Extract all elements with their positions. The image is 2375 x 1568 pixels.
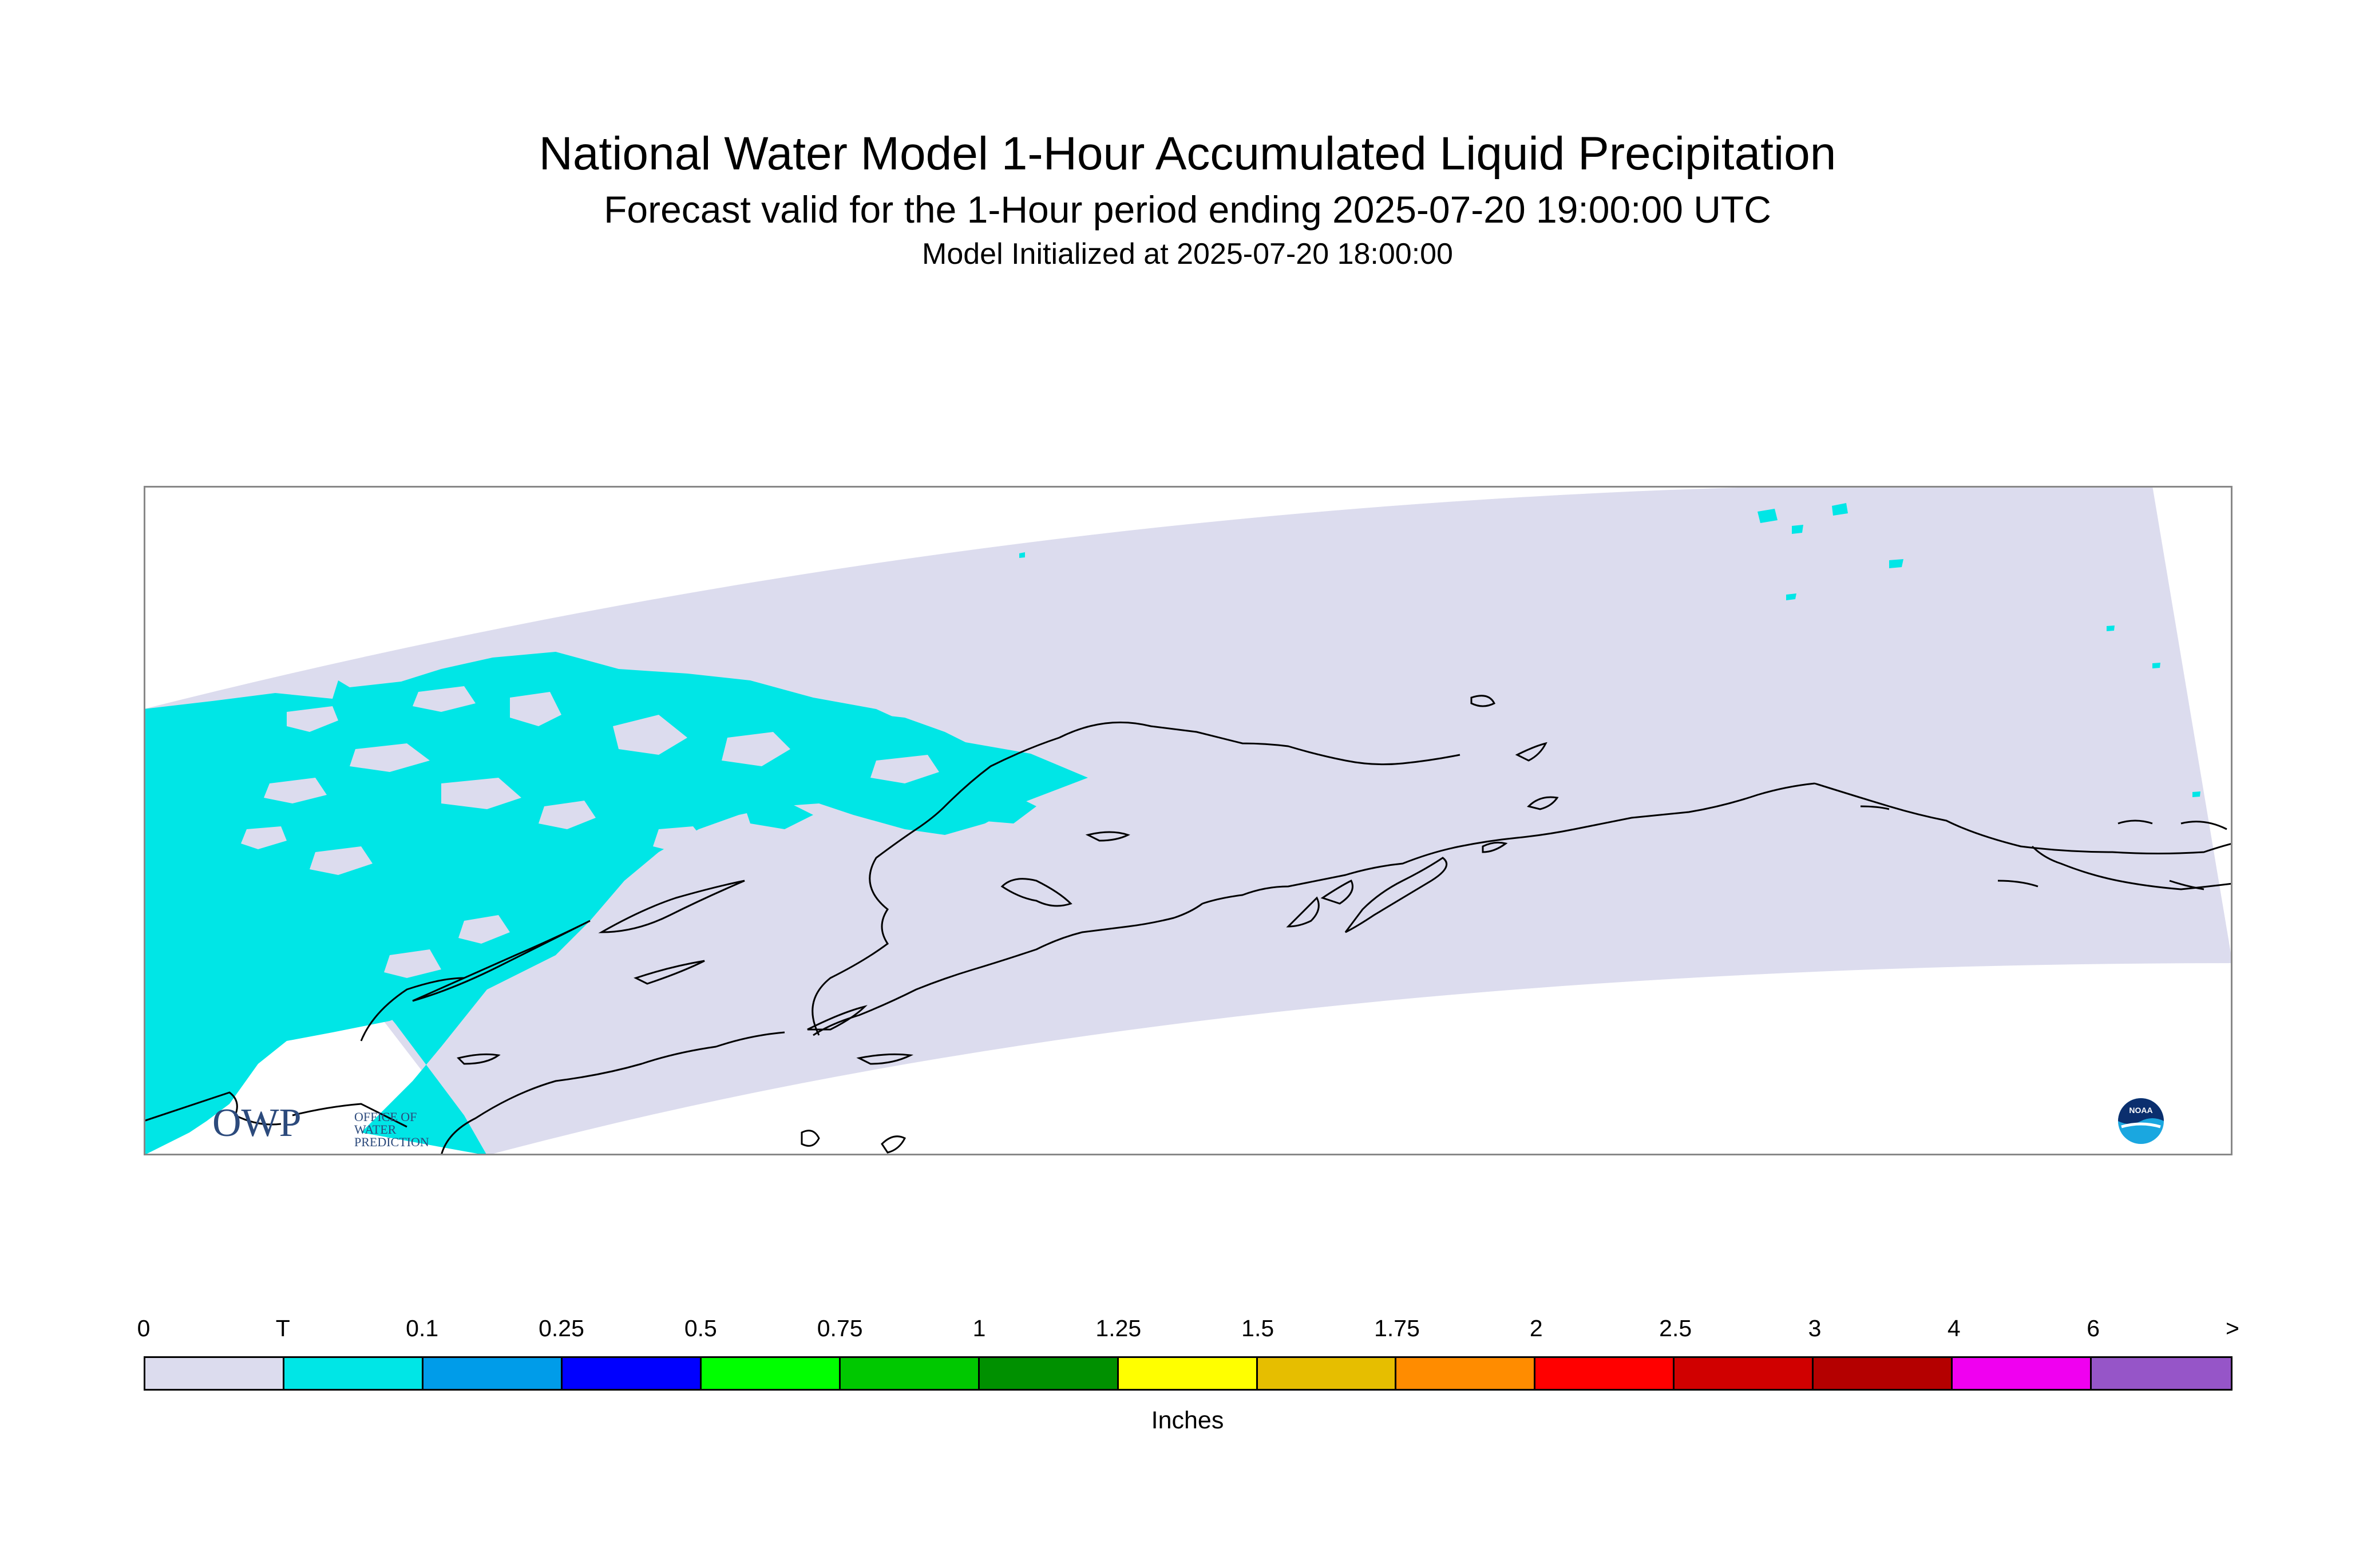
legend-swatch [562,1358,702,1389]
map-title: National Water Model 1-Hour Accumulated … [539,128,1836,180]
noaa-logo: NOAA [2118,1098,2164,1144]
legend-tick-label: 0.75 [817,1315,863,1341]
legend-swatch [2092,1358,2231,1389]
model-domain [144,486,2232,1155]
legend-units: Inches [1151,1407,1224,1434]
legend-swatch [284,1358,423,1389]
legend-swatch [1396,1358,1536,1389]
legend-tick-label: 4 [1947,1315,1961,1341]
legend-tick-label: 1.25 [1095,1315,1142,1341]
legend-tick-label: 1.5 [1241,1315,1274,1341]
owp-logo-line2: WATER [354,1122,397,1137]
legend-tick-label: 1.75 [1374,1315,1420,1341]
legend-swatch [840,1358,980,1389]
legend-tick-label: 0.25 [539,1315,584,1341]
legend-tick-label: 1 [972,1315,986,1341]
owp-logo-line3: PREDICTION [354,1135,429,1149]
precipitation-gaps [241,686,939,978]
legend-swatch [423,1358,563,1389]
noaa-logo-text: NOAA [2129,1106,2152,1115]
legend-swatch [1535,1358,1675,1389]
legend-swatch [1257,1358,1397,1389]
legend-tick-label: 0.5 [684,1315,717,1341]
coastlines [144,695,2232,1155]
precipitation-areas [144,503,2200,1155]
map-subtitle: Forecast valid for the 1-Hour period end… [604,188,1771,231]
owp-logo: OWP OFFICE OF WATER PREDICTION [212,1101,429,1149]
legend-swatch [701,1358,841,1389]
legend-swatch [145,1358,284,1389]
legend-swatch [1814,1358,1953,1389]
legend-tick-label: T [275,1315,290,1341]
legend-tick-label: 2.5 [1659,1315,1692,1341]
legend-swatch [979,1358,1119,1389]
legend-swatch [1953,1358,2092,1389]
legend-tick-label: 6 [2087,1315,2100,1341]
owp-logo-mark: OWP [212,1101,302,1145]
legend-tick-label: 0 [137,1315,151,1341]
legend-tick-label: 3 [1808,1315,1822,1341]
legend-tick-label: > [2226,1315,2239,1341]
legend-tick-label: 2 [1529,1315,1543,1341]
legend-colorbar [144,1356,2232,1391]
legend-swatch [1675,1358,1814,1389]
legend-tick-label: 0.1 [406,1315,439,1341]
init-time-label: Model Initialized at 2025-07-20 18:00:00 [922,237,1453,271]
precip-map: OWP OFFICE OF WATER PREDICTION NOAA [144,486,2232,1155]
legend-swatch [1118,1358,1258,1389]
owp-logo-line1: OFFICE OF [354,1110,417,1124]
